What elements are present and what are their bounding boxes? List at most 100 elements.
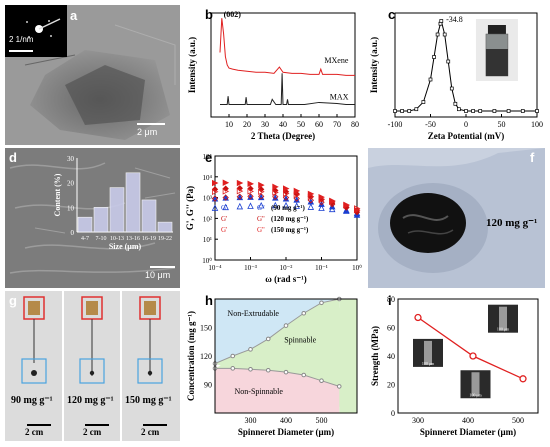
scale-bar bbox=[27, 424, 51, 426]
panel-label-h: h bbox=[205, 293, 213, 308]
data-point bbox=[222, 194, 229, 201]
boundary-line bbox=[214, 298, 340, 365]
data-point bbox=[211, 204, 219, 211]
peak-label: -34.8 bbox=[446, 15, 463, 24]
data-point bbox=[414, 313, 422, 322]
data-point bbox=[236, 202, 244, 210]
region-label: Non-Extrudable bbox=[227, 309, 279, 318]
y-tick-label: 10¹ bbox=[203, 236, 212, 244]
paste-photo bbox=[368, 148, 545, 288]
concentration-label-120: 120 mg g⁻¹ bbox=[67, 395, 114, 406]
data-point bbox=[301, 310, 307, 316]
x-axis-label: Size (μm) bbox=[109, 242, 142, 251]
series-label-max: MAX bbox=[330, 92, 349, 101]
data-point bbox=[236, 193, 243, 200]
legend-entry: G' bbox=[221, 204, 227, 212]
region-non-extrudable bbox=[215, 299, 340, 364]
y-axis-label: G', G'' (Pa) bbox=[185, 186, 195, 230]
data-point bbox=[471, 109, 475, 113]
data-point bbox=[293, 195, 300, 202]
x-tick-label: 100 bbox=[531, 120, 543, 129]
panel-label-b: b bbox=[205, 7, 213, 22]
fiber-image bbox=[471, 372, 480, 397]
data-point bbox=[283, 185, 290, 192]
panel-f: f 120 mg g⁻¹ bbox=[368, 148, 545, 288]
y-tick-label: 10⁰ bbox=[202, 257, 212, 265]
x-tick-label: 20 bbox=[243, 120, 251, 129]
vial-cap bbox=[487, 25, 506, 34]
data-point bbox=[329, 198, 336, 205]
y-tick-label: 120 bbox=[200, 352, 212, 361]
x-axis-label: Spinneret Diameter (μm) bbox=[238, 427, 334, 437]
region-label: Spinnable bbox=[284, 336, 316, 345]
data-point bbox=[282, 194, 290, 201]
data-point bbox=[453, 101, 458, 106]
data-point bbox=[272, 189, 279, 196]
data-point bbox=[247, 180, 254, 188]
data-point bbox=[535, 109, 539, 113]
data-point bbox=[439, 19, 444, 23]
extrusion-photos bbox=[5, 291, 180, 441]
x-tick-label: 10 bbox=[225, 120, 233, 129]
x-tick-label: -100 bbox=[388, 120, 403, 129]
data-point bbox=[343, 201, 350, 209]
y-tick-label: 60 bbox=[387, 324, 395, 333]
paste-concentration: 120 mg g⁻¹ bbox=[486, 217, 538, 229]
series-line-max bbox=[220, 73, 355, 106]
inset-scale-label: 100 μm bbox=[497, 327, 510, 332]
y-tick-label: 10⁵ bbox=[203, 153, 213, 161]
x-axis-label: ω (rad s⁻¹) bbox=[265, 274, 307, 284]
data-point bbox=[283, 190, 290, 197]
data-point bbox=[222, 188, 230, 195]
data-point bbox=[247, 185, 254, 192]
y-axis-label: Content (%) bbox=[53, 173, 62, 216]
x-tick-label: 10⁻⁴ bbox=[208, 264, 222, 272]
data-point bbox=[282, 201, 290, 209]
data-point bbox=[336, 384, 342, 389]
data-point bbox=[319, 378, 324, 383]
fiber-image bbox=[424, 340, 432, 365]
size-histogram: 0 10 20 30 4-7 7-10 10-13 13-16 16-19 19-22 Size (… bbox=[53, 155, 173, 251]
x-tick-label: 70 bbox=[333, 120, 341, 129]
data-point bbox=[283, 323, 289, 328]
inset-scale-label: 100 μm bbox=[469, 392, 482, 397]
panel-label-a: a bbox=[70, 8, 78, 23]
series-line bbox=[395, 19, 537, 112]
concentration-label-90: 90 mg g⁻¹ bbox=[11, 395, 53, 406]
fiber-image bbox=[499, 306, 507, 331]
data-point bbox=[492, 109, 497, 113]
data-point bbox=[353, 205, 361, 212]
x-tick-label: 10⁻³ bbox=[244, 264, 257, 272]
legend-entry: G'' bbox=[257, 226, 265, 234]
boundary-line bbox=[215, 367, 340, 387]
x-axis-label: 2 Theta (Degree) bbox=[251, 131, 315, 141]
data-point bbox=[293, 191, 301, 199]
saed-inset: 2 1/nm bbox=[5, 5, 67, 57]
x-tick-label: 60 bbox=[315, 120, 323, 129]
x-axis-label: Spinneret Diameter (μm) bbox=[420, 427, 516, 437]
data-point bbox=[211, 179, 219, 187]
region-non-spinnable bbox=[215, 368, 340, 413]
y-tick-label: 10 bbox=[67, 204, 75, 212]
y-tick-label: 150 bbox=[200, 324, 212, 333]
data-point bbox=[211, 195, 219, 202]
data-point bbox=[393, 109, 397, 113]
x-tick-label: 7-10 bbox=[96, 236, 107, 242]
panel-d: 0 10 20 30 4-7 7-10 10-13 13-16 16-19 19-22 Size (… bbox=[5, 148, 180, 288]
data-point bbox=[469, 352, 477, 360]
data-point bbox=[247, 193, 254, 200]
region-label: Non-Spinnable bbox=[235, 387, 284, 396]
plot-frame bbox=[214, 298, 358, 414]
data-point bbox=[236, 179, 244, 187]
data-point bbox=[301, 372, 307, 378]
zeta-chart: -100 -50 0 50 100 -34.8 Zeta Potential (mV) Int… bbox=[369, 12, 543, 141]
legend-entry: G'' bbox=[257, 204, 265, 212]
data-point bbox=[283, 369, 289, 375]
data-point bbox=[319, 300, 324, 306]
data-point bbox=[307, 193, 315, 200]
panel-e: 10⁻⁴ 10⁻³ 10⁻² 10⁻¹ 10⁰ 10⁰ 10¹ 10² 10³ 10⁴ 10⁵ G' G… bbox=[185, 148, 365, 288]
data-point bbox=[257, 201, 265, 209]
histogram-bar bbox=[157, 221, 173, 233]
data-point bbox=[464, 109, 468, 113]
peak-label: (002) bbox=[224, 10, 242, 19]
